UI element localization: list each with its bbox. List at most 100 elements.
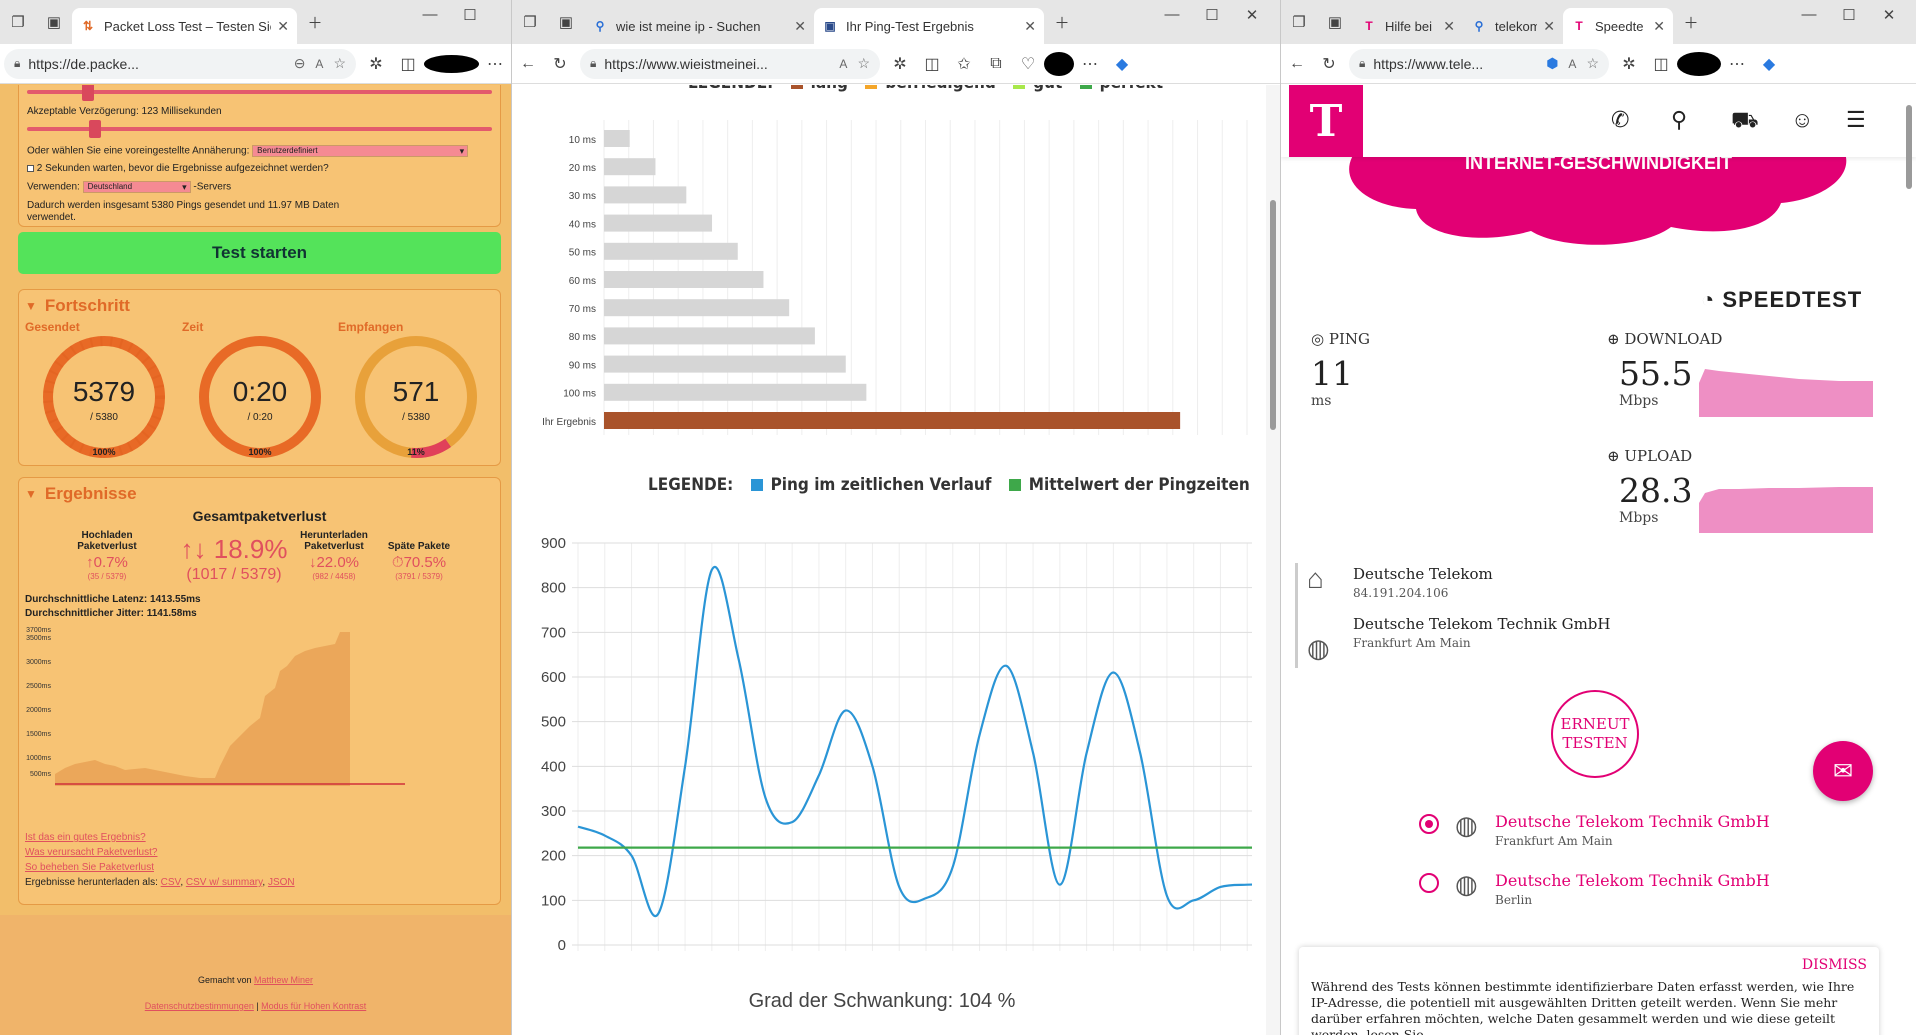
minimize-icon[interactable]: — — [1801, 6, 1817, 23]
copilot-icon[interactable]: ◆ — [1762, 55, 1776, 73]
close-tab-icon[interactable]: ✕ — [1653, 17, 1665, 34]
tab-bing-search[interactable]: ⚲ wie ist meine ip - Suchen ✕ — [584, 8, 814, 44]
server-select[interactable]: Deutschland — [82, 181, 191, 193]
split-screen-icon[interactable]: ◫ — [1653, 55, 1669, 73]
reload-icon[interactable]: ↻ — [1322, 55, 1336, 73]
csv-summary-link[interactable]: CSV w/ summary — [185, 877, 263, 888]
account-icon[interactable]: ☺ — [1791, 107, 1814, 132]
read-aloud-icon[interactable]: A — [839, 56, 848, 71]
back-icon[interactable]: ← — [520, 54, 536, 72]
y-tick-label: 100 — [541, 892, 566, 909]
extensions-icon[interactable]: ✲ — [369, 55, 383, 73]
scrollbar[interactable] — [1266, 85, 1280, 1035]
favorite-star-icon[interactable]: ☆ — [857, 55, 870, 71]
hamburger-menu-icon[interactable]: ☰ — [1846, 107, 1866, 132]
results-header[interactable]: ▼ Ergebnisse — [25, 484, 137, 503]
maximize-icon[interactable]: ☐ — [1205, 7, 1219, 24]
minimize-icon[interactable]: — — [1164, 6, 1180, 23]
address-bar[interactable]: 🔒︎ https://de.packe... ⊖ A ☆ — [4, 48, 356, 79]
tab-ping-result[interactable]: ▣ Ihr Ping-Test Ergebnis ✕ — [814, 8, 1044, 44]
radio-selected[interactable] — [1419, 814, 1439, 834]
collections-icon[interactable]: ⧉ — [990, 54, 1002, 72]
collapse-triangle-icon: ▼ — [25, 487, 37, 501]
maximize-icon[interactable]: ☐ — [463, 7, 477, 24]
workspaces-icon[interactable]: ❐ — [523, 14, 537, 31]
split-screen-icon[interactable]: ◫ — [400, 55, 416, 73]
received-label: Empfangen — [338, 320, 404, 334]
tab-telekom-help[interactable]: T Hilfe bei ✕ — [1353, 8, 1463, 44]
received-value: 571 — [392, 376, 440, 407]
json-link[interactable]: JSON — [267, 877, 295, 888]
close-tab-icon[interactable]: ✕ — [1443, 17, 1455, 34]
read-aloud-icon[interactable]: A — [1568, 56, 1577, 71]
search-icon[interactable]: ⚲ — [1671, 107, 1688, 132]
reload-icon[interactable]: ↻ — [553, 55, 567, 73]
telekom-logo[interactable]: T — [1289, 85, 1363, 157]
minimize-icon[interactable]: — — [422, 6, 438, 23]
extensions-icon[interactable]: ✲ — [1622, 55, 1636, 73]
close-tab-icon[interactable]: ✕ — [1543, 17, 1555, 34]
fix-link[interactable]: So beheben Sie Paketverlust — [25, 862, 154, 873]
delay-slider[interactable] — [27, 120, 492, 138]
progress-header[interactable]: ▼ Fortschritt — [25, 296, 130, 315]
split-screen-icon[interactable]: ◫ — [924, 55, 940, 73]
cart-icon[interactable]: ⛟ — [1731, 107, 1759, 132]
close-window-icon[interactable]: ✕ — [1245, 7, 1259, 24]
delay-slider-knob[interactable] — [89, 120, 101, 138]
tab-actions-icon[interactable]: ▣ — [46, 14, 62, 31]
new-tab-icon[interactable]: ＋ — [307, 14, 323, 32]
summary-text: Dadurch werden insgesamt 5380 Pings gese… — [27, 200, 340, 223]
start-test-button[interactable]: Test starten — [18, 232, 501, 274]
phone-icon[interactable]: ✆ — [1611, 107, 1630, 132]
back-icon[interactable]: ← — [1289, 54, 1305, 72]
tab-actions-icon[interactable]: ▣ — [1327, 14, 1343, 31]
scrollbar[interactable] — [1904, 85, 1914, 1035]
slider-knob[interactable] — [82, 85, 94, 101]
favorite-star-icon[interactable]: ☆ — [1586, 55, 1599, 71]
tab-packet-loss[interactable]: ⇅ Packet Loss Test – Testen Sie Ihr ✕ — [72, 8, 297, 44]
extensions-icon[interactable]: ✲ — [893, 55, 907, 73]
workspaces-icon[interactable]: ❐ — [11, 14, 25, 31]
bar-category-label: Ihr Ergebnis — [542, 417, 596, 428]
new-tab-icon[interactable]: ＋ — [1054, 14, 1070, 32]
retest-button[interactable]: ERNEUT TESTEN — [1551, 690, 1639, 778]
favorite-star-icon[interactable]: ☆ — [333, 55, 346, 71]
favorites-icon[interactable]: ✩ — [957, 55, 971, 73]
close-tab-icon[interactable]: ✕ — [794, 17, 806, 34]
tab-speedtest[interactable]: T Speedte ✕ — [1563, 8, 1673, 44]
chat-icon[interactable]: ✉ — [1813, 741, 1873, 801]
zoom-icon[interactable]: ⊖ — [293, 55, 306, 71]
tab-actions-icon[interactable]: ▣ — [558, 14, 574, 31]
tab-telekom-search[interactable]: ⚲ telekom ✕ — [1463, 8, 1563, 44]
more-menu-icon[interactable]: ⋯ — [487, 55, 503, 73]
performance-icon[interactable]: ♡ — [1020, 55, 1036, 73]
high-contrast-link[interactable]: Modus für Hohen Kontrast — [261, 1001, 367, 1011]
slider-top[interactable] — [27, 85, 492, 101]
address-bar[interactable]: 🔒︎ https://www.tele... ⬢ A ☆ — [1349, 48, 1609, 79]
scrollbar-thumb[interactable] — [1270, 200, 1276, 430]
author-link[interactable]: Matthew Miner — [254, 975, 314, 985]
close-tab-icon[interactable]: ✕ — [1024, 17, 1036, 34]
cause-link[interactable]: Was verursacht Paketverlust? — [25, 847, 158, 858]
preset-select[interactable]: Benutzerdefiniert — [252, 145, 469, 157]
copilot-icon[interactable]: ◆ — [1115, 55, 1129, 73]
dismiss-button[interactable]: DISMISS — [1801, 957, 1867, 973]
wait-checkbox[interactable] — [27, 164, 34, 172]
good-result-link[interactable]: Ist das ein gutes Ergebnis? — [25, 832, 146, 843]
read-aloud-icon[interactable]: A — [315, 56, 324, 71]
close-tab-icon[interactable]: ✕ — [277, 17, 289, 34]
close-window-icon[interactable]: ✕ — [1882, 7, 1896, 24]
new-tab-icon[interactable]: ＋ — [1683, 14, 1699, 32]
workspaces-icon[interactable]: ❐ — [1292, 14, 1306, 31]
y-tick-label: 300 — [541, 803, 566, 820]
tab-bar: ❐ ▣ ⇅ Packet Loss Test – Testen Sie Ihr … — [0, 0, 511, 44]
privacy-link[interactable]: Datenschutzbestimmungen — [144, 1001, 254, 1011]
radio-unselected[interactable] — [1419, 873, 1439, 893]
address-bar[interactable]: 🔒︎ https://www.wieistmeinei... A ☆ — [580, 48, 880, 79]
csv-link[interactable]: CSV — [160, 877, 181, 888]
more-menu-icon[interactable]: ⋯ — [1082, 55, 1098, 73]
more-menu-icon[interactable]: ⋯ — [1729, 55, 1745, 73]
scrollbar-thumb[interactable] — [1906, 105, 1912, 189]
maximize-icon[interactable]: ☐ — [1842, 7, 1856, 24]
tracking-badge-icon[interactable]: ⬢ — [1546, 55, 1559, 71]
